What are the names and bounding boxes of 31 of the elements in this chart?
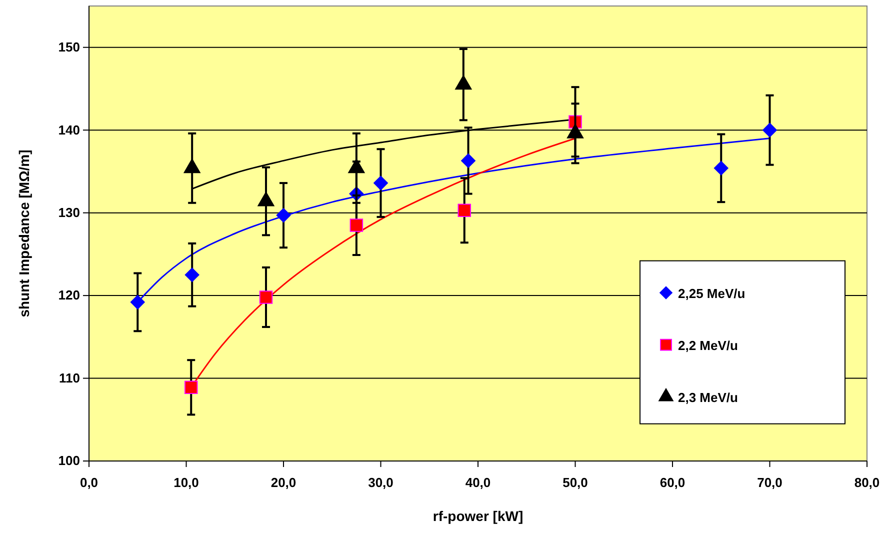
y-tick-label: 130 [58,204,80,220]
legend-label: 2,2 MeV/u [678,338,738,353]
y-axis-title: shunt Impedance [MΩ/m] [16,150,32,318]
y-tick-label: 150 [58,40,80,55]
point [130,294,146,310]
x-tick-label: 50,0 [562,474,588,490]
x-tick-label: 70,0 [757,474,782,490]
point [373,176,388,190]
point [714,160,729,176]
point [276,208,291,223]
point [762,122,778,138]
x-tick-label: 60,0 [660,474,686,490]
x-axis-title: rf-power [kW] [432,508,524,524]
y-tick-label: 100 [58,453,80,468]
point [184,380,198,394]
point [184,267,200,282]
point [460,153,476,168]
point [458,204,472,217]
legend-label: 2,3 MeV/u [678,390,738,405]
y-tick-label: 140 [58,122,80,138]
x-tick-label: 80,0 [854,474,880,490]
x-tick-label: 0,0 [80,474,98,490]
y-tick-label: 110 [59,370,80,386]
x-tick-label: 30,0 [368,474,394,490]
x-tick-label: 20,0 [270,474,296,490]
x-tick-label: 40,0 [465,474,491,490]
point [259,290,273,304]
x-tick-label: 10,0 [174,474,199,490]
legend-label: 2,25 MeV/u [678,286,746,301]
y-tick-label: 120 [58,288,80,303]
point [350,218,364,232]
